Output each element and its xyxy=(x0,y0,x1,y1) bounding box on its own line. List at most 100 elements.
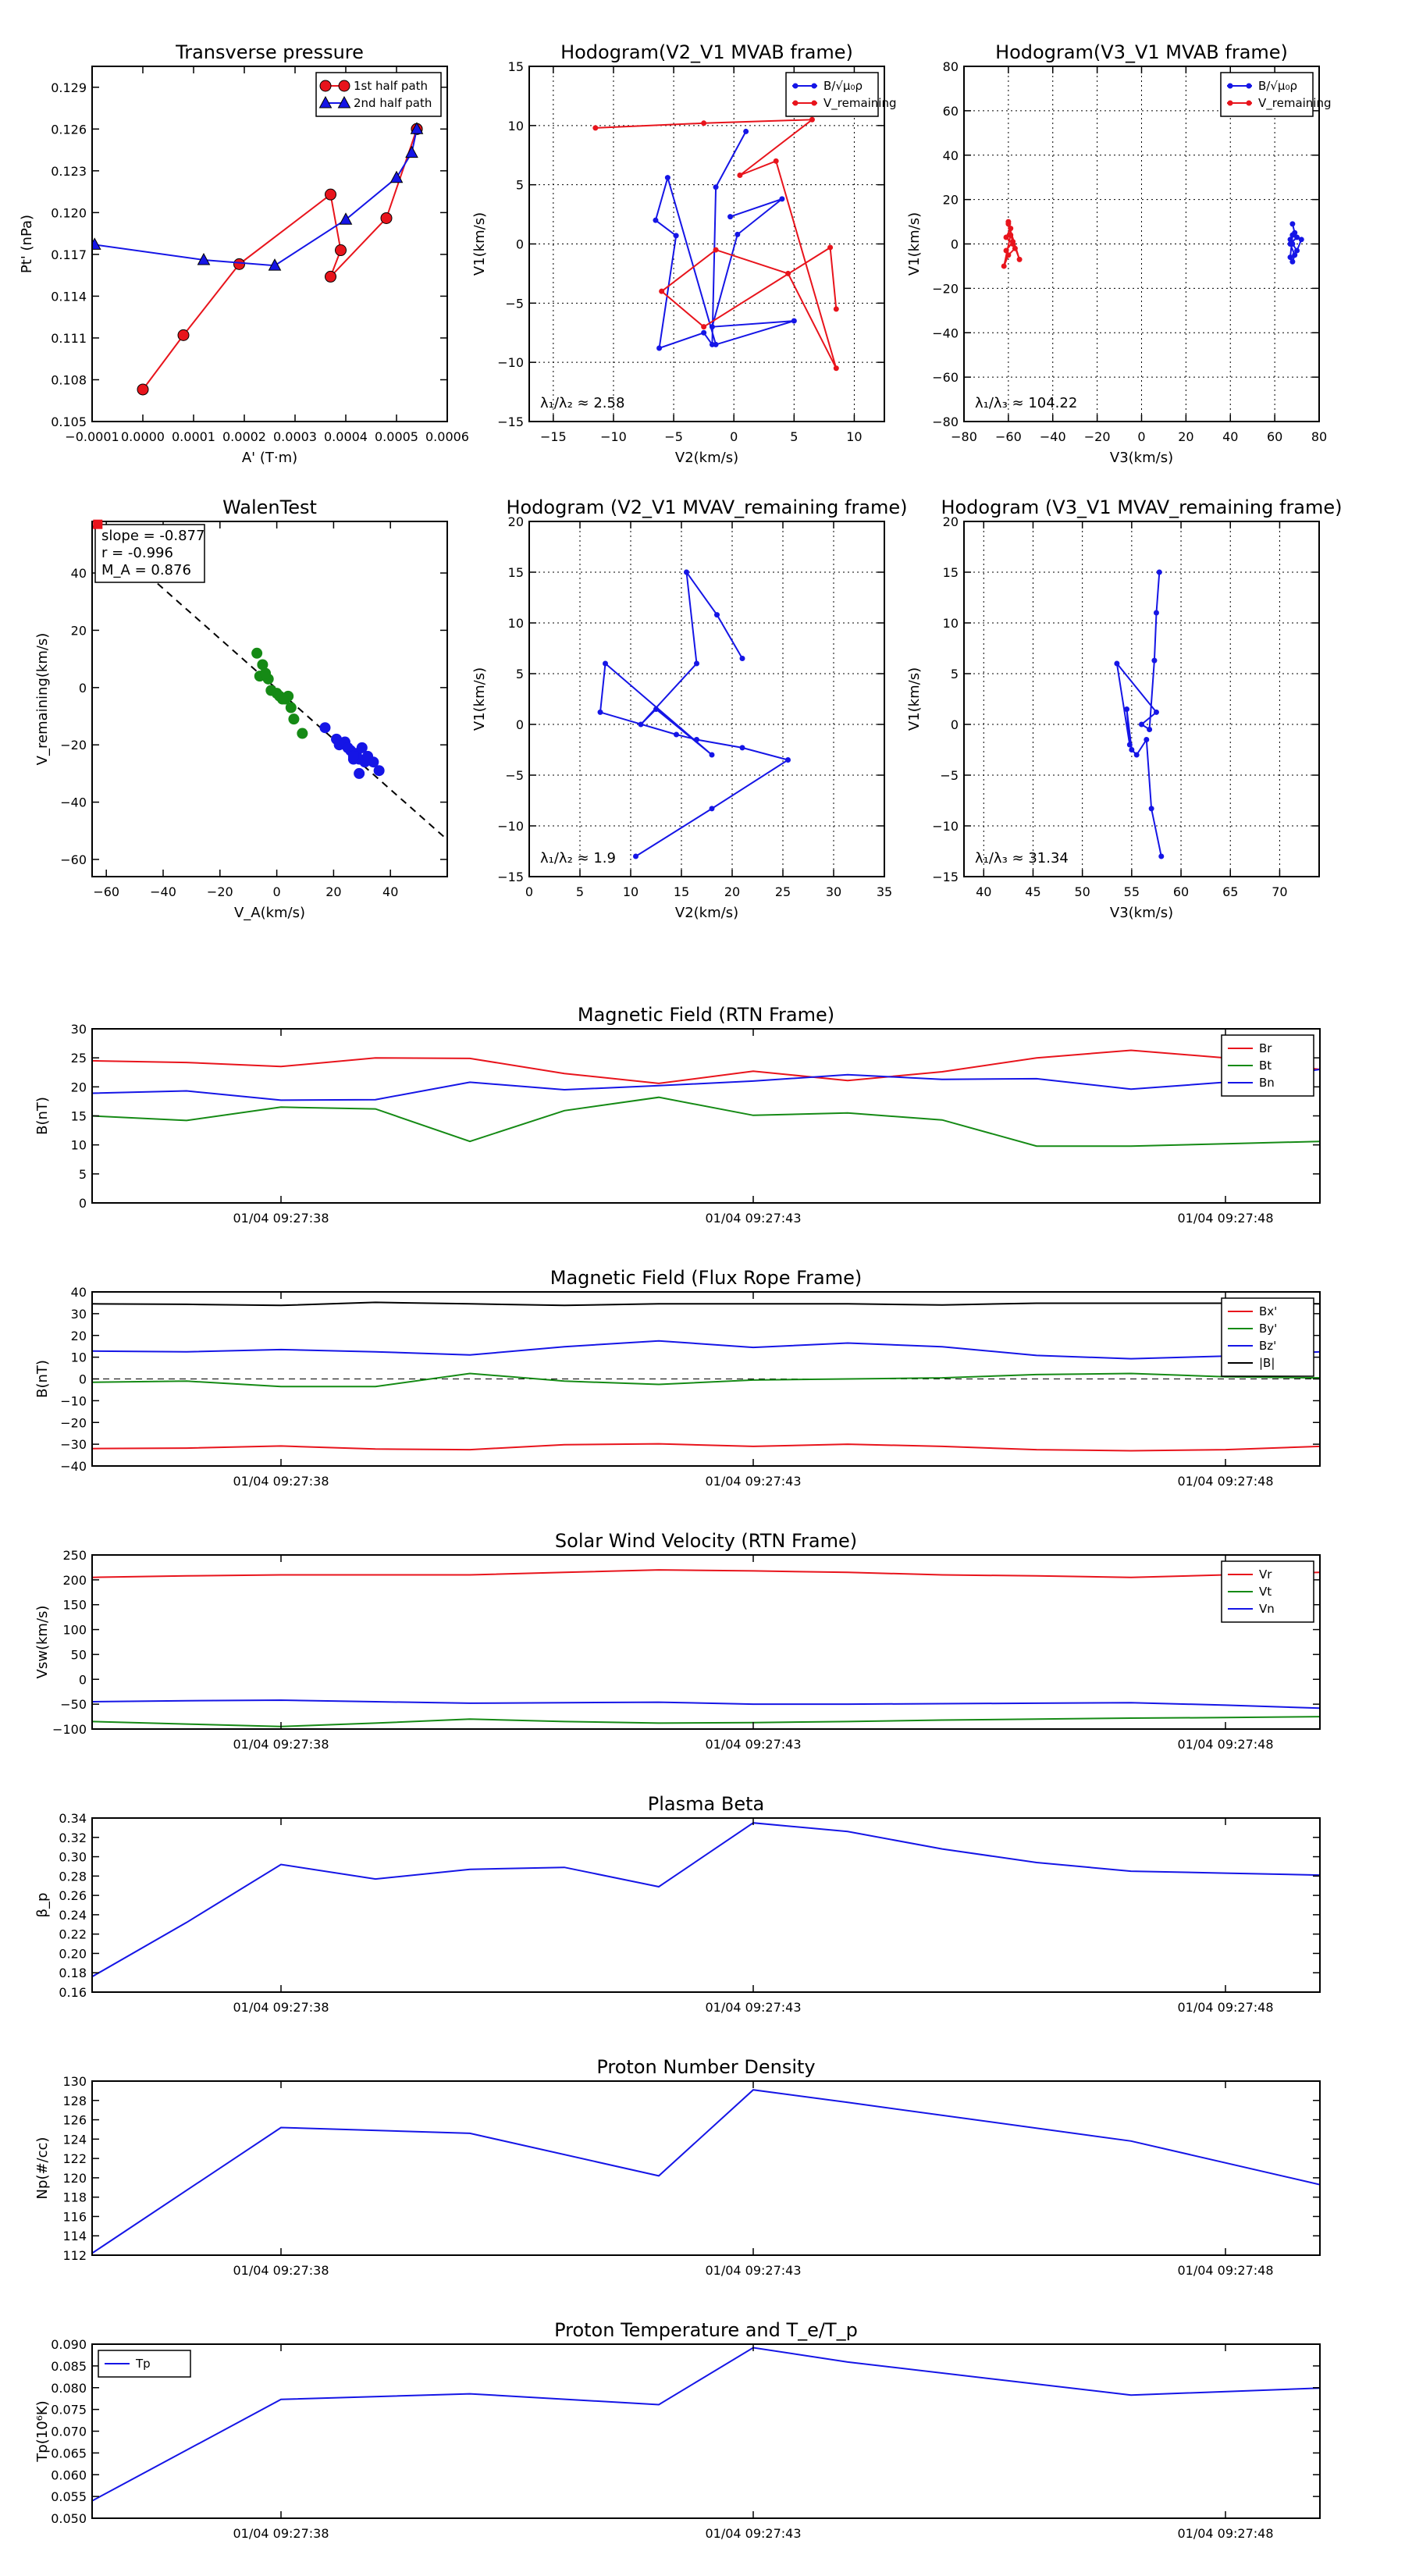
legend-marker xyxy=(318,95,333,109)
data-point xyxy=(1153,610,1159,616)
y-tick-label: 0.20 xyxy=(59,1946,87,1961)
y-tick-label: 40 xyxy=(71,566,87,581)
x-tick-label: 20 xyxy=(325,884,341,899)
data-point xyxy=(633,853,638,859)
data-point xyxy=(1147,727,1153,732)
data-point xyxy=(354,767,365,779)
y-tick-label: −30 xyxy=(60,1437,87,1452)
y-axis-label: Pt' (nPa) xyxy=(19,215,35,273)
x-axis-label: V2(km/s) xyxy=(675,905,738,921)
data-point xyxy=(335,244,347,257)
x-axis-label: A' (T·m) xyxy=(242,450,297,466)
x-tick-label: 40 xyxy=(1222,429,1238,444)
data-point xyxy=(773,158,779,164)
data-point xyxy=(713,341,719,347)
y-tick-label: 0 xyxy=(79,1196,87,1211)
x-tick-label: 01/04 09:27:38 xyxy=(233,1474,329,1489)
data-point xyxy=(1133,752,1140,758)
legend: B/√μ₀ρ V_remaining xyxy=(1220,72,1332,117)
x-tick-label: 01/04 09:27:43 xyxy=(705,1211,801,1226)
y-tick-label: 20 xyxy=(943,514,959,529)
y-tick-label: 40 xyxy=(71,1285,87,1300)
y-tick-label: −10 xyxy=(497,819,524,834)
legend-label: |B| xyxy=(1259,1356,1275,1370)
series-line-V_remaining xyxy=(595,119,838,369)
data-point xyxy=(659,288,665,294)
data-point xyxy=(1005,221,1012,227)
x-tick-label: −80 xyxy=(951,429,977,444)
x-tick-label: 65 xyxy=(1222,884,1238,899)
chart-np: Proton Number Density 01/04 09:27:38 01/04… xyxy=(34,2056,1321,2278)
y-axis-label: Tp(10⁶K) xyxy=(34,2400,51,2462)
data-point xyxy=(389,170,404,183)
y-tick-label: 0.050 xyxy=(51,2511,87,2526)
y-tick-label: 0 xyxy=(951,237,959,252)
stats-ma: M_A = 0.876 xyxy=(101,562,191,578)
y-tick-label: 20 xyxy=(71,623,87,638)
data-point xyxy=(1012,245,1018,251)
x-tick-label: 0.0004 xyxy=(324,429,368,444)
x-tick-label: 01/04 09:27:38 xyxy=(233,2526,329,2541)
legend: B/√μ₀ρ V_remaining xyxy=(785,72,897,117)
x-tick-label: −60 xyxy=(93,884,119,899)
legend-label: V_remaining xyxy=(823,96,897,111)
x-tick-label: 01/04 09:27:43 xyxy=(705,1474,801,1489)
x-tick-label: 01/04 09:27:43 xyxy=(705,1737,801,1752)
chart-beta: Plasma Beta 01/04 09:27:38 01/04 09:27:43 0… xyxy=(34,1793,1321,2015)
data-point xyxy=(592,125,599,131)
x-tick-label: 0.0003 xyxy=(273,429,317,444)
y-axis-label: Vsw(km/s) xyxy=(34,1606,51,1679)
legend-label: Bt xyxy=(1259,1059,1272,1073)
data-point xyxy=(709,324,715,330)
y-tick-label: 0 xyxy=(79,1372,87,1387)
plot-area xyxy=(92,1049,1320,1147)
data-point xyxy=(833,306,839,312)
legend: Vr Vt Vn xyxy=(1221,1560,1314,1623)
data-point xyxy=(177,329,190,341)
y-tick-label: 0.090 xyxy=(51,2337,87,2352)
x-tick-label: 0.0005 xyxy=(375,429,418,444)
data-point xyxy=(342,742,354,753)
data-point xyxy=(833,365,839,372)
y-axis-label: B(nT) xyxy=(34,1360,51,1398)
x-tick-label: 5 xyxy=(576,884,584,899)
legend-label: By' xyxy=(1259,1322,1277,1336)
legend-marker xyxy=(811,100,817,106)
axes-frame xyxy=(528,521,885,877)
y-tick-label: 5 xyxy=(951,667,959,681)
y-tick-label: 112 xyxy=(62,2248,87,2263)
data-point xyxy=(739,745,745,751)
legend-label: Bx' xyxy=(1259,1304,1277,1318)
y-tick-label: −15 xyxy=(497,870,524,884)
data-point xyxy=(1292,252,1298,258)
series-line-beta xyxy=(92,1822,1320,1978)
data-point xyxy=(137,383,149,396)
eigen-ratio-annotation: λ₁/λ₂ ≈ 1.9 xyxy=(540,850,616,866)
x-tick-label: 80 xyxy=(1311,429,1327,444)
series-line-|B| xyxy=(92,1301,1320,1307)
series-line-Tp xyxy=(92,2347,1320,2502)
chart-vsw: Solar Wind Velocity (RTN Frame) 01/04 09:… xyxy=(34,1530,1321,1752)
x-tick-label: 0.0000 xyxy=(121,429,165,444)
chart-title: Magnetic Field (RTN Frame) xyxy=(578,1004,834,1026)
y-tick-label: 5 xyxy=(516,667,524,681)
y-tick-label: 10 xyxy=(71,1138,87,1153)
stats-r: r = -0.996 xyxy=(101,545,173,561)
y-tick-label: 30 xyxy=(71,1307,87,1322)
data-point xyxy=(285,702,297,713)
data-point xyxy=(1001,263,1007,269)
y-tick-label: 30 xyxy=(71,1022,87,1037)
x-tick-label: 01/04 09:27:38 xyxy=(233,2000,329,2015)
y-tick-label: 0 xyxy=(516,237,524,252)
data-point xyxy=(1289,232,1296,238)
chart-hodo3: Hodogram (V2_V1 MVAV_remaining frame) 0 5 1… xyxy=(471,496,908,921)
y-axis-label: V1(km/s) xyxy=(906,212,923,276)
legend: Br Bt Bn xyxy=(1221,1034,1314,1097)
y-tick-label: 10 xyxy=(508,616,524,631)
data-point xyxy=(288,713,300,725)
legend-label: Vn xyxy=(1259,1602,1275,1616)
data-point xyxy=(1003,247,1009,254)
data-point xyxy=(297,728,308,739)
legend-marker xyxy=(811,83,817,89)
y-tick-label: 126 xyxy=(62,2113,87,2128)
